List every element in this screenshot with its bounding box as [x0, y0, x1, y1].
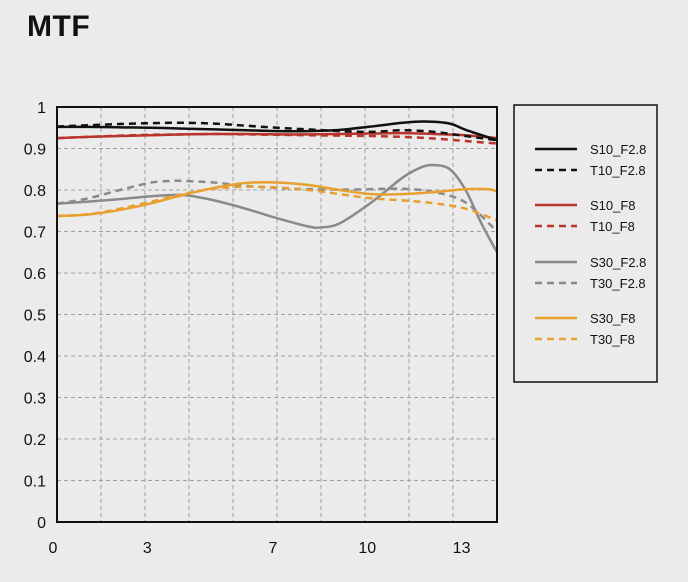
- x-tick-label: 0: [49, 540, 58, 557]
- legend-label: S30_F8: [590, 311, 636, 326]
- legend-box: [513, 104, 658, 383]
- series-line-s10-f2-8: [56, 120, 498, 142]
- x-tick-label: 10: [358, 540, 376, 557]
- y-tick-label: 0.9: [24, 142, 46, 159]
- legend-label: T10_F8: [590, 219, 635, 234]
- series-line-t30-f8: [56, 185, 498, 222]
- y-tick-label: 0.2: [24, 432, 46, 449]
- legend-label: T30_F2.8: [590, 276, 646, 291]
- legend-label: T10_F2.8: [590, 163, 646, 178]
- y-tick-label: 0.4: [24, 349, 46, 366]
- series-line-t10-f8: [56, 132, 498, 145]
- y-tick-label: 0.3: [24, 391, 46, 408]
- series-line-t10-f2-8: [56, 121, 498, 142]
- grid-lines: [57, 107, 497, 522]
- plot-area-frame: [56, 106, 498, 523]
- y-tick-label: 0.7: [24, 225, 46, 242]
- legend-label: T30_F8: [590, 332, 635, 347]
- x-tick-label: 3: [143, 540, 152, 557]
- y-tick-label: 0.5: [24, 308, 46, 325]
- x-tick-label: 13: [453, 540, 471, 557]
- legend-label: S10_F2.8: [590, 142, 646, 157]
- axis-ticks: 00.10.20.30.40.50.60.70.80.910 3 7 10 13: [24, 100, 471, 557]
- x-tick-label: 7: [269, 540, 278, 557]
- y-tick-label: 0: [37, 515, 46, 532]
- series-line-s30-f8: [56, 181, 498, 218]
- series-line-s30-f2-8: [56, 163, 499, 253]
- y-tick-label: 0.6: [24, 266, 46, 283]
- chart-title: MTF: [27, 10, 91, 43]
- y-tick-label: 0.8: [24, 183, 46, 200]
- legend-label: S30_F2.8: [590, 255, 646, 270]
- series-lines: [56, 120, 499, 253]
- y-tick-label: 1: [37, 100, 46, 117]
- y-tick-label: 0.1: [24, 474, 46, 491]
- legend-label: S10_F8: [590, 198, 636, 213]
- legend: S10_F2.8 T10_F2.8 S10_F8 T10_F8 S30_F2.8 T30_…: [513, 104, 658, 383]
